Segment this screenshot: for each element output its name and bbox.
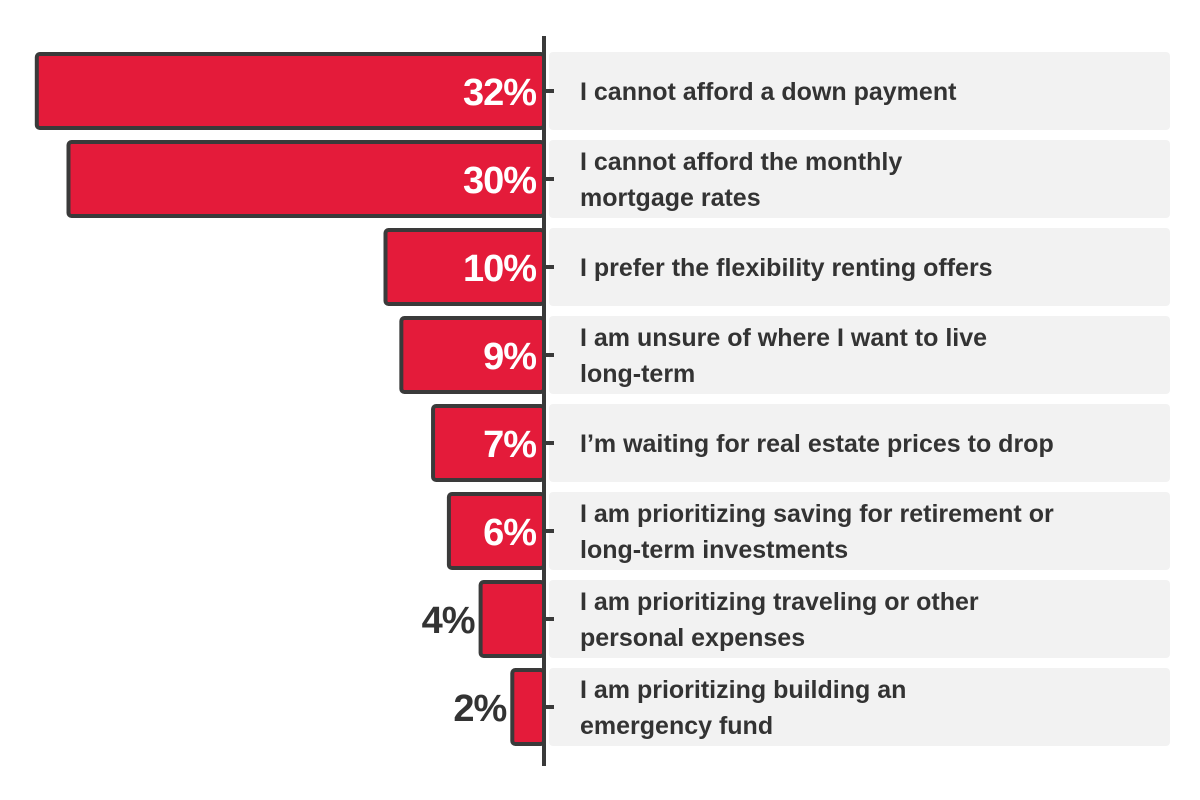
label-panel [549, 52, 1170, 130]
category-label: I am prioritizing building an emergency f… [580, 676, 906, 740]
bars [34, 52, 547, 746]
value-label: 2% [453, 688, 506, 730]
bar [478, 580, 547, 658]
label-panel [549, 316, 1170, 394]
label-panel [549, 404, 1170, 482]
label-panel [549, 580, 1170, 658]
category-label: I cannot afford the monthly mortgage rate… [580, 148, 902, 212]
axis [542, 36, 554, 766]
value-label: 7% [483, 424, 536, 466]
category-label: I’m waiting for real estate prices to dr… [580, 430, 1054, 458]
value-label: 10% [463, 248, 536, 290]
label-panel [549, 492, 1170, 570]
label-panel [549, 140, 1170, 218]
category-labels: I cannot afford a down payment I cannot a… [580, 78, 1054, 740]
category-label: I am unsure of where I want to live long-… [580, 324, 987, 388]
value-label: 32% [463, 72, 536, 114]
label-panels [549, 52, 1170, 746]
value-label: 30% [463, 160, 536, 202]
value-label: 9% [483, 336, 536, 378]
category-label: I am prioritizing traveling or other pers… [580, 588, 979, 652]
value-label: 4% [422, 600, 475, 642]
bar [510, 668, 546, 746]
value-label: 6% [483, 512, 536, 554]
category-label: I am prioritizing saving for retirement … [580, 500, 1054, 564]
label-panel [549, 668, 1170, 746]
category-label: I prefer the flexibility renting offers [580, 254, 993, 282]
value-labels: 32% 30% 10% 9% 7% 6% 4% 2% [422, 72, 538, 730]
category-label: I cannot afford a down payment [580, 78, 957, 106]
label-panel [549, 228, 1170, 306]
